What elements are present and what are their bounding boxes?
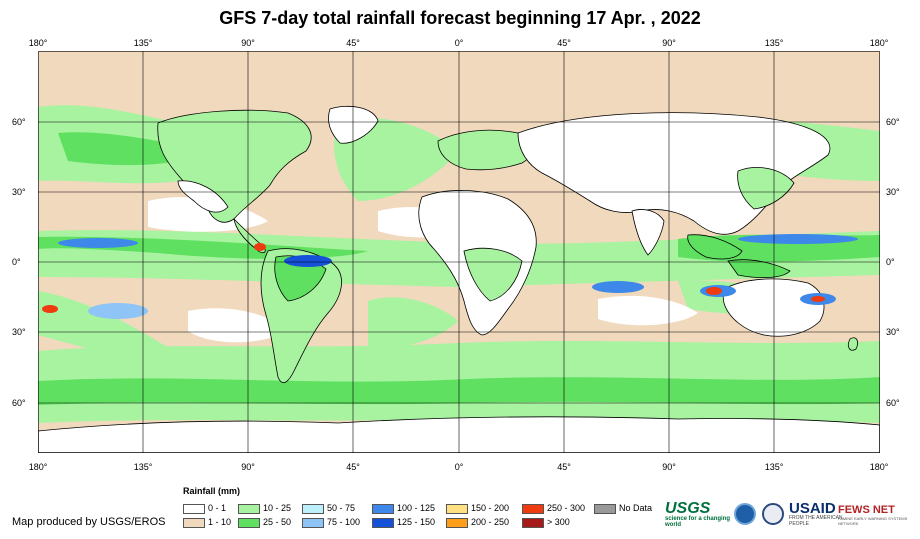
- lon-tick-top: 90°: [662, 38, 676, 48]
- lon-tick-top: 45°: [557, 38, 571, 48]
- lon-tick-top: 180°: [28, 38, 48, 48]
- legend-label: 50 - 75: [327, 503, 356, 513]
- legend-swatch: [372, 518, 394, 528]
- rainfall-map: [38, 51, 880, 453]
- legend-swatch: [302, 518, 324, 528]
- fews-logo-text: FEWS NET: [838, 504, 895, 516]
- legend-swatch: [302, 504, 324, 514]
- lon-tick-bottom: 180°: [869, 462, 889, 472]
- lat-tick-right: 30°: [886, 327, 900, 337]
- lon-tick-top: 135°: [764, 38, 784, 48]
- lon-tick-top: 180°: [869, 38, 889, 48]
- map-credit: Map produced by USGS/EROS: [12, 516, 166, 528]
- fews-net-logo: FEWS NET FAMINE EARLY WARNING SYSTEMS NE…: [838, 504, 916, 532]
- lon-tick-bottom: 45°: [557, 462, 571, 472]
- usgs-tagline: science for a changing world: [665, 516, 731, 528]
- lat-tick-left: 0°: [12, 257, 21, 267]
- usaid-logo: USAID FROM THE AMERICAN PEOPLE: [789, 500, 849, 528]
- legend-label: > 300: [547, 517, 570, 527]
- legend-label: 25 - 50: [263, 517, 292, 527]
- lat-tick-right: 0°: [886, 257, 895, 267]
- lon-tick-bottom: 90°: [662, 462, 676, 472]
- lon-tick-top: 45°: [346, 38, 360, 48]
- legend-label: 75 - 100: [327, 517, 361, 527]
- graticule: [38, 51, 880, 453]
- usgs-logo: USGS science for a changing world: [665, 500, 735, 528]
- legend-label: No Data: [619, 503, 653, 513]
- lat-tick-left: 30°: [12, 187, 26, 197]
- legend-swatch: [372, 504, 394, 514]
- usaid-logo-text: USAID: [789, 500, 836, 517]
- legend-label: 250 - 300: [547, 503, 586, 513]
- lat-tick-right: 60°: [886, 398, 900, 408]
- legend-label: 200 - 250: [471, 517, 510, 527]
- map-title: GFS 7-day total rainfall forecast beginn…: [219, 8, 701, 28]
- lon-tick-bottom: 45°: [346, 462, 360, 472]
- legend-swatch: [238, 518, 260, 528]
- lon-tick-top: 90°: [241, 38, 255, 48]
- legend-label: 125 - 150: [397, 517, 436, 527]
- legend-label: 10 - 25: [263, 503, 292, 513]
- legend-swatch: [594, 504, 616, 514]
- noaa-logo-icon: [734, 503, 756, 525]
- legend-swatch: [183, 518, 205, 528]
- legend-swatch: [446, 518, 468, 528]
- heavy-rain-spots: [42, 234, 858, 319]
- lat-tick-left: 30°: [12, 327, 26, 337]
- usaid-tagline: FROM THE AMERICAN PEOPLE: [789, 515, 843, 527]
- lat-tick-left: 60°: [12, 398, 26, 408]
- legend-swatch: [522, 518, 544, 528]
- lat-tick-right: 60°: [886, 117, 900, 127]
- lon-tick-top: 0°: [454, 38, 464, 48]
- legend-label: 0 - 1: [208, 503, 227, 513]
- seal-logo-icon: [762, 503, 784, 525]
- lat-tick-right: 30°: [886, 187, 900, 197]
- legend-swatch: [522, 504, 544, 514]
- legend-label: 1 - 10: [208, 517, 232, 527]
- lon-tick-bottom: 180°: [28, 462, 48, 472]
- legend-swatch: [446, 504, 468, 514]
- legend-swatch: [238, 504, 260, 514]
- legend-label: 100 - 125: [397, 503, 436, 513]
- lon-tick-bottom: 90°: [241, 462, 255, 472]
- fews-tagline: FAMINE EARLY WARNING SYSTEMS NETWORK: [838, 516, 908, 526]
- usgs-logo-text: USGS: [665, 500, 711, 517]
- legend-title: Rainfall (mm): [183, 486, 241, 496]
- lon-tick-bottom: 135°: [764, 462, 784, 472]
- legend-swatch: [183, 504, 205, 514]
- lon-tick-bottom: 135°: [133, 462, 153, 472]
- lat-tick-left: 60°: [12, 117, 26, 127]
- lon-tick-top: 135°: [133, 38, 153, 48]
- lon-tick-bottom: 0°: [454, 462, 464, 472]
- legend-label: 150 - 200: [471, 503, 510, 513]
